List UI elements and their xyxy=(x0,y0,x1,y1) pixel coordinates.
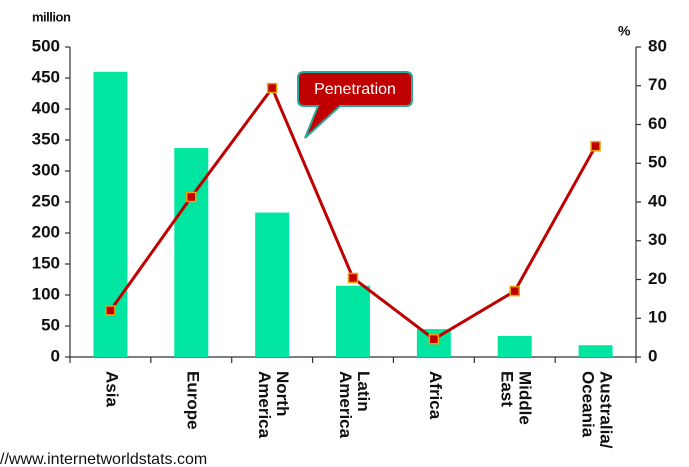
bar xyxy=(336,285,370,357)
y-tick-label: 350 xyxy=(32,129,60,148)
y2-tick-label: 60 xyxy=(648,114,667,133)
bar xyxy=(578,345,613,357)
x-tick-label: Africa xyxy=(425,371,444,420)
y-tick-label: 300 xyxy=(32,160,60,179)
source: //www.internetworldstats.com xyxy=(0,451,207,467)
y2-tick-label: 70 xyxy=(648,75,667,94)
marker xyxy=(590,140,601,152)
marker xyxy=(428,333,440,345)
y2-tick-label: 80 xyxy=(648,36,667,55)
marker xyxy=(186,191,197,203)
y2-tick-label: 50 xyxy=(648,153,667,172)
marker xyxy=(105,305,116,316)
y-tick-label: 250 xyxy=(32,191,60,210)
bar xyxy=(497,335,532,357)
x-tick-label: LatinAmerica xyxy=(336,371,373,439)
y2-tick-label: 20 xyxy=(648,269,667,288)
y-tick-label: 500 xyxy=(32,36,60,55)
x-tick-label: Europe xyxy=(183,371,202,430)
marker xyxy=(509,285,520,297)
y-tick-label: 200 xyxy=(32,222,60,241)
y-tick-label: 150 xyxy=(32,253,60,272)
x-tick-label: Australia/Oceania xyxy=(578,371,615,449)
y-tick-label: 50 xyxy=(41,315,60,334)
x-tick-label: Asia xyxy=(102,371,121,407)
marker xyxy=(266,82,278,94)
y2-tick-label: 30 xyxy=(648,230,667,249)
y2-tick-label: 0 xyxy=(648,346,657,365)
y-axis-label: million xyxy=(32,9,71,24)
legend-label: Penetration xyxy=(314,81,396,98)
y-tick-label: 100 xyxy=(32,284,60,303)
callout xyxy=(297,71,413,139)
bar xyxy=(255,212,290,357)
y2-axis-label: % xyxy=(618,23,631,39)
y-tick-label: 0 xyxy=(51,346,60,365)
y-tick-label: 450 xyxy=(32,67,60,86)
x-tick-label: MiddleEast xyxy=(497,371,534,425)
y2-tick-label: 40 xyxy=(648,191,667,210)
y2-tick-label: 10 xyxy=(648,308,667,327)
marker xyxy=(347,272,359,284)
x-tick-label: NorthAmerica xyxy=(255,371,292,439)
y-tick-label: 400 xyxy=(32,98,60,117)
